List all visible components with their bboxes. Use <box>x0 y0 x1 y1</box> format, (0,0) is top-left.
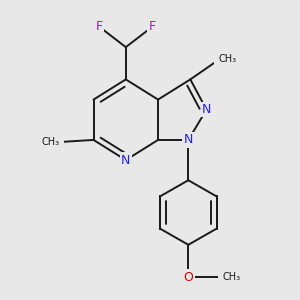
Text: CH₃: CH₃ <box>219 54 237 64</box>
Text: CH₃: CH₃ <box>41 137 59 147</box>
Text: N: N <box>184 134 193 146</box>
Text: F: F <box>96 22 103 32</box>
Text: N: N <box>202 103 211 116</box>
Text: N: N <box>184 135 193 145</box>
Text: O: O <box>183 271 193 284</box>
Text: N: N <box>202 105 211 115</box>
Text: F: F <box>149 22 155 32</box>
Text: N: N <box>122 155 130 165</box>
Text: CH₃: CH₃ <box>223 272 241 282</box>
Text: O: O <box>184 272 193 282</box>
Text: F: F <box>96 20 103 34</box>
Text: N: N <box>121 154 130 166</box>
Text: F: F <box>148 20 156 34</box>
